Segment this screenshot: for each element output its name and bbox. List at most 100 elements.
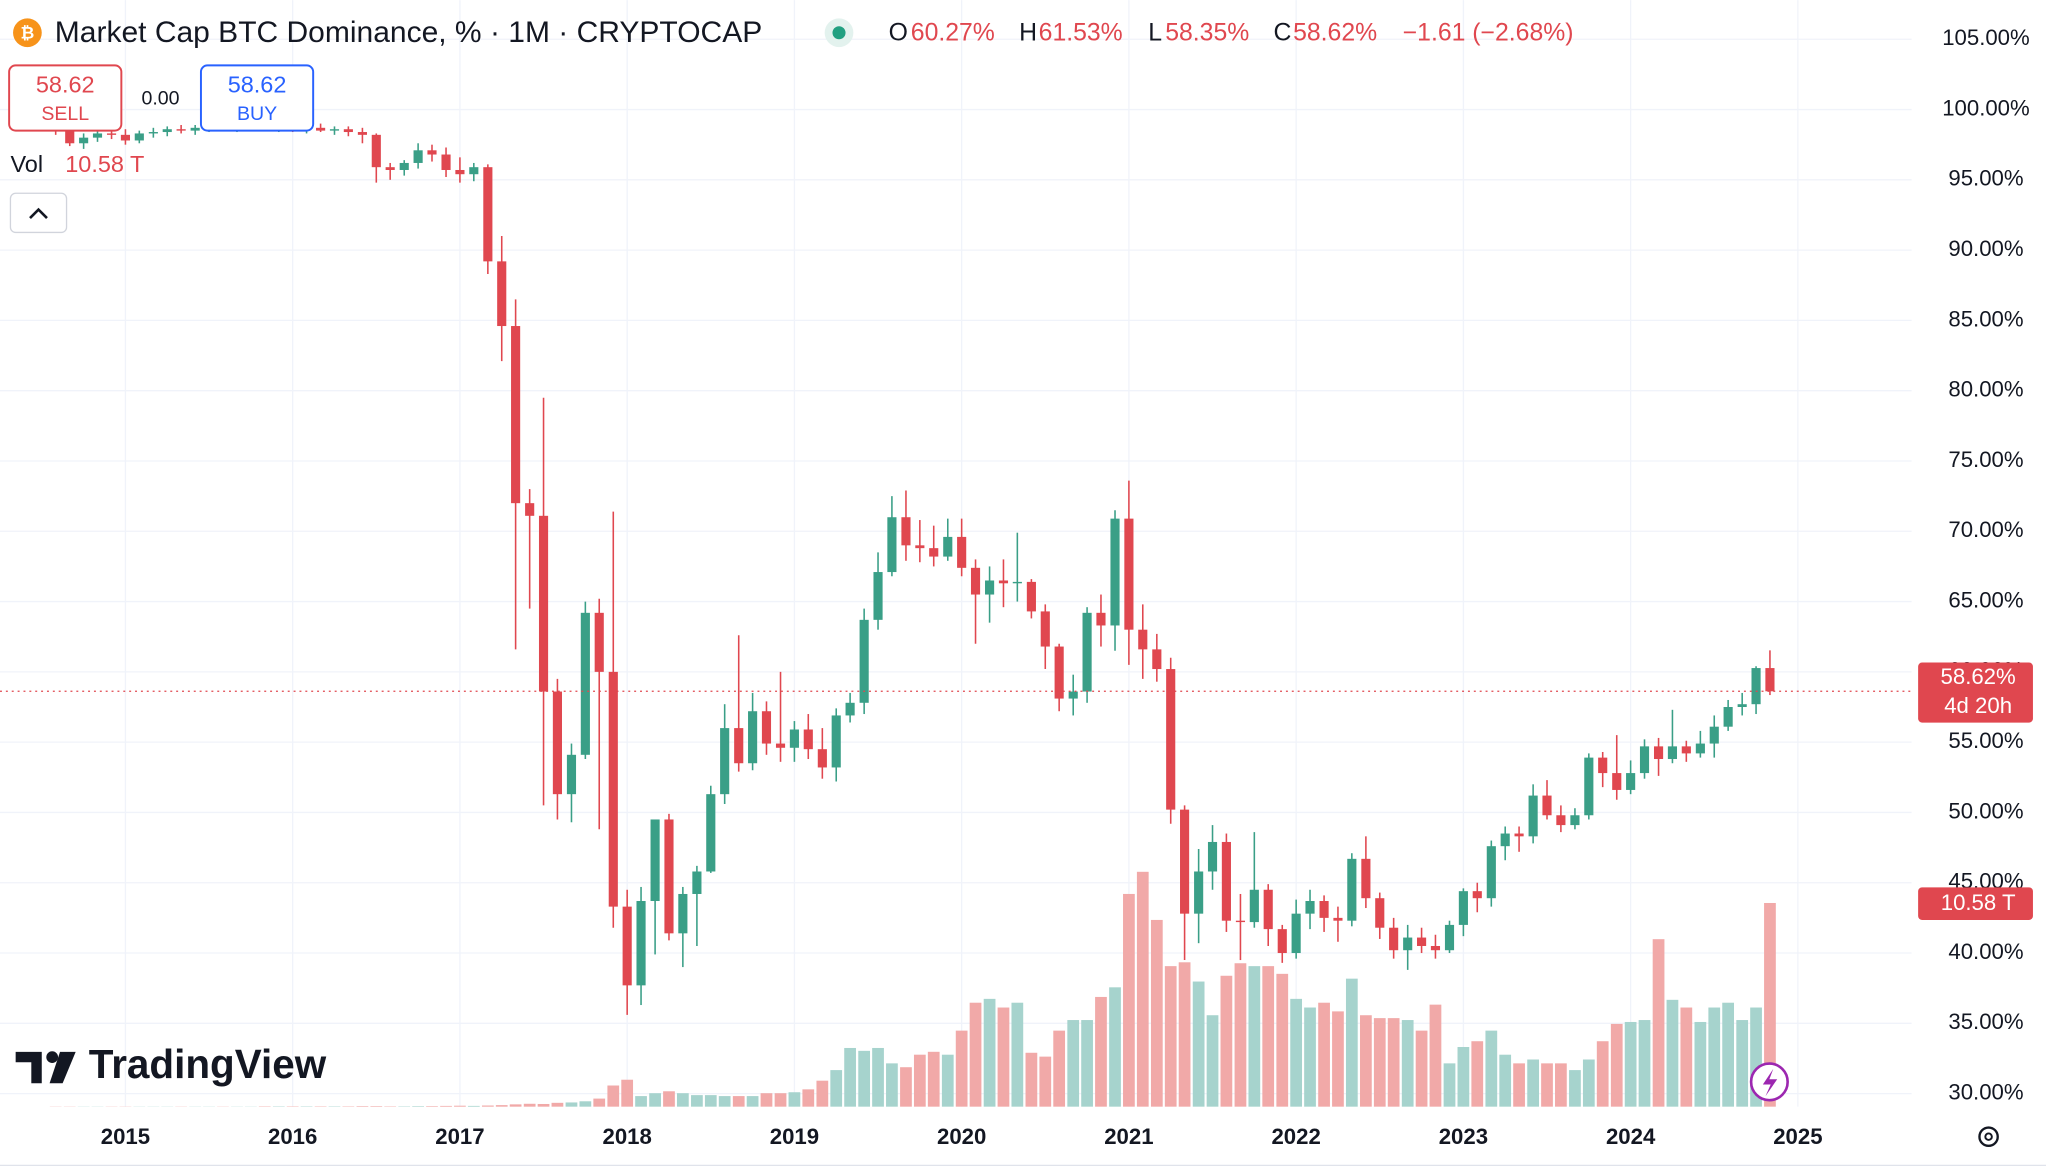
candle-body: [92, 133, 103, 138]
volume-bar: [426, 1106, 438, 1107]
volume-bar: [1164, 966, 1177, 1107]
volume-layer: [49, 871, 1776, 1107]
candle-body: [1040, 611, 1050, 647]
candle-body: [162, 129, 172, 133]
candle-body: [929, 548, 939, 557]
volume-bar: [565, 1102, 578, 1107]
x-tick-label: 2023: [1439, 1124, 1488, 1149]
volume-bar: [1666, 999, 1679, 1107]
volume-bar: [1053, 1030, 1066, 1107]
candle-body: [1598, 757, 1608, 774]
volume-bar: [1373, 1018, 1386, 1107]
candle-body: [789, 729, 799, 748]
candle-body: [859, 619, 869, 703]
candle-body: [1194, 871, 1204, 914]
candle-body: [316, 127, 326, 131]
volume-bar: [997, 1007, 1010, 1107]
volume-bar: [913, 1054, 926, 1107]
volume-bar: [816, 1080, 829, 1107]
coin-glyph: ₿: [20, 24, 34, 43]
volume-bar: [1262, 966, 1275, 1107]
candle-body: [998, 580, 1009, 584]
volume-bar: [1750, 1007, 1762, 1107]
volume-bar: [440, 1105, 452, 1107]
volume-bar: [1582, 1059, 1595, 1107]
candle-body: [329, 129, 340, 131]
x-tick-label: 2021: [1104, 1124, 1153, 1149]
volume-bar: [1555, 1063, 1567, 1107]
volume-bar: [872, 1047, 884, 1107]
settings-icon[interactable]: [1978, 1126, 1999, 1147]
volume-bar: [1220, 975, 1233, 1107]
candle-body: [1180, 809, 1190, 914]
candle-body: [1096, 612, 1106, 626]
volume-bar: [1638, 1020, 1651, 1107]
volume-bar: [412, 1106, 424, 1107]
sell-label: SELL: [41, 103, 89, 125]
candle-body: [775, 743, 786, 748]
candle-body: [1319, 901, 1329, 918]
collapse-button[interactable]: [9, 192, 68, 234]
volume-bar: [830, 1070, 843, 1107]
volume-bar: [1429, 1004, 1442, 1107]
candle-body: [1249, 889, 1259, 923]
volume-bar: [858, 1050, 871, 1107]
volume-bar: [1039, 1056, 1052, 1107]
legend-change: −1.61 (−2.68%): [1403, 20, 1574, 47]
sell-button[interactable]: [8, 64, 123, 132]
volume-bar: [579, 1101, 592, 1107]
x-tick-label: 2020: [937, 1124, 986, 1149]
legend-h: H: [1019, 20, 1037, 47]
settings-core: [1984, 1132, 1993, 1141]
volume-bar: [788, 1092, 801, 1107]
volume-bar: [1736, 1020, 1749, 1107]
volume-bar: [1527, 1059, 1539, 1107]
candle-body: [1347, 858, 1357, 921]
candle-body: [1166, 669, 1176, 810]
volume-bar: [927, 1051, 940, 1107]
volume-bar: [467, 1105, 480, 1107]
chevron-icon: [29, 207, 48, 219]
candle-body: [1124, 518, 1134, 630]
y-tick-label: 40.00%: [1948, 939, 2023, 964]
candle-body: [1012, 581, 1022, 584]
volume-bar: [844, 1047, 856, 1107]
y-tick-label: 65.00%: [1948, 587, 2023, 612]
volume-bar: [704, 1095, 717, 1107]
candle-body: [692, 871, 702, 894]
coin-icon: [13, 18, 42, 48]
candle-body: [357, 132, 367, 135]
candle-body: [845, 702, 855, 716]
volume-bar: [1457, 1046, 1470, 1107]
volume-bar: [1499, 1054, 1512, 1107]
volume-bar: [1095, 996, 1107, 1107]
volume-bar: [537, 1103, 550, 1107]
candle-body: [1500, 833, 1510, 847]
volume-bar: [1067, 1020, 1080, 1107]
candle-body: [1333, 917, 1343, 921]
candle-body: [120, 134, 131, 141]
buy-button[interactable]: [199, 64, 315, 132]
candle-body: [873, 572, 883, 620]
x-tick-label: 2024: [1606, 1124, 1656, 1149]
candle-body: [748, 711, 758, 764]
legend-o: O: [889, 20, 908, 47]
volume-bar: [802, 1089, 815, 1107]
legend-c: C: [1274, 20, 1292, 47]
candle-body: [1639, 746, 1650, 774]
volume-bar: [1206, 1015, 1219, 1107]
candle-body: [1653, 746, 1664, 760]
volume-bar: [1304, 1007, 1316, 1107]
logo-dot: [46, 1051, 59, 1063]
candle-body: [1723, 707, 1733, 727]
volume-bar: [1513, 1063, 1525, 1107]
candle-body: [901, 517, 911, 546]
candle-body: [1417, 937, 1427, 946]
candle-body: [1612, 773, 1622, 790]
x-tick-label: 2025: [1773, 1124, 1822, 1149]
overlay: ₿ Market Cap BTC Dominance, % · 1M · CRY…: [0, 16, 2046, 1167]
candle-body: [1305, 901, 1315, 914]
volume-bar: [955, 1030, 968, 1107]
volume-bar: [886, 1063, 898, 1107]
